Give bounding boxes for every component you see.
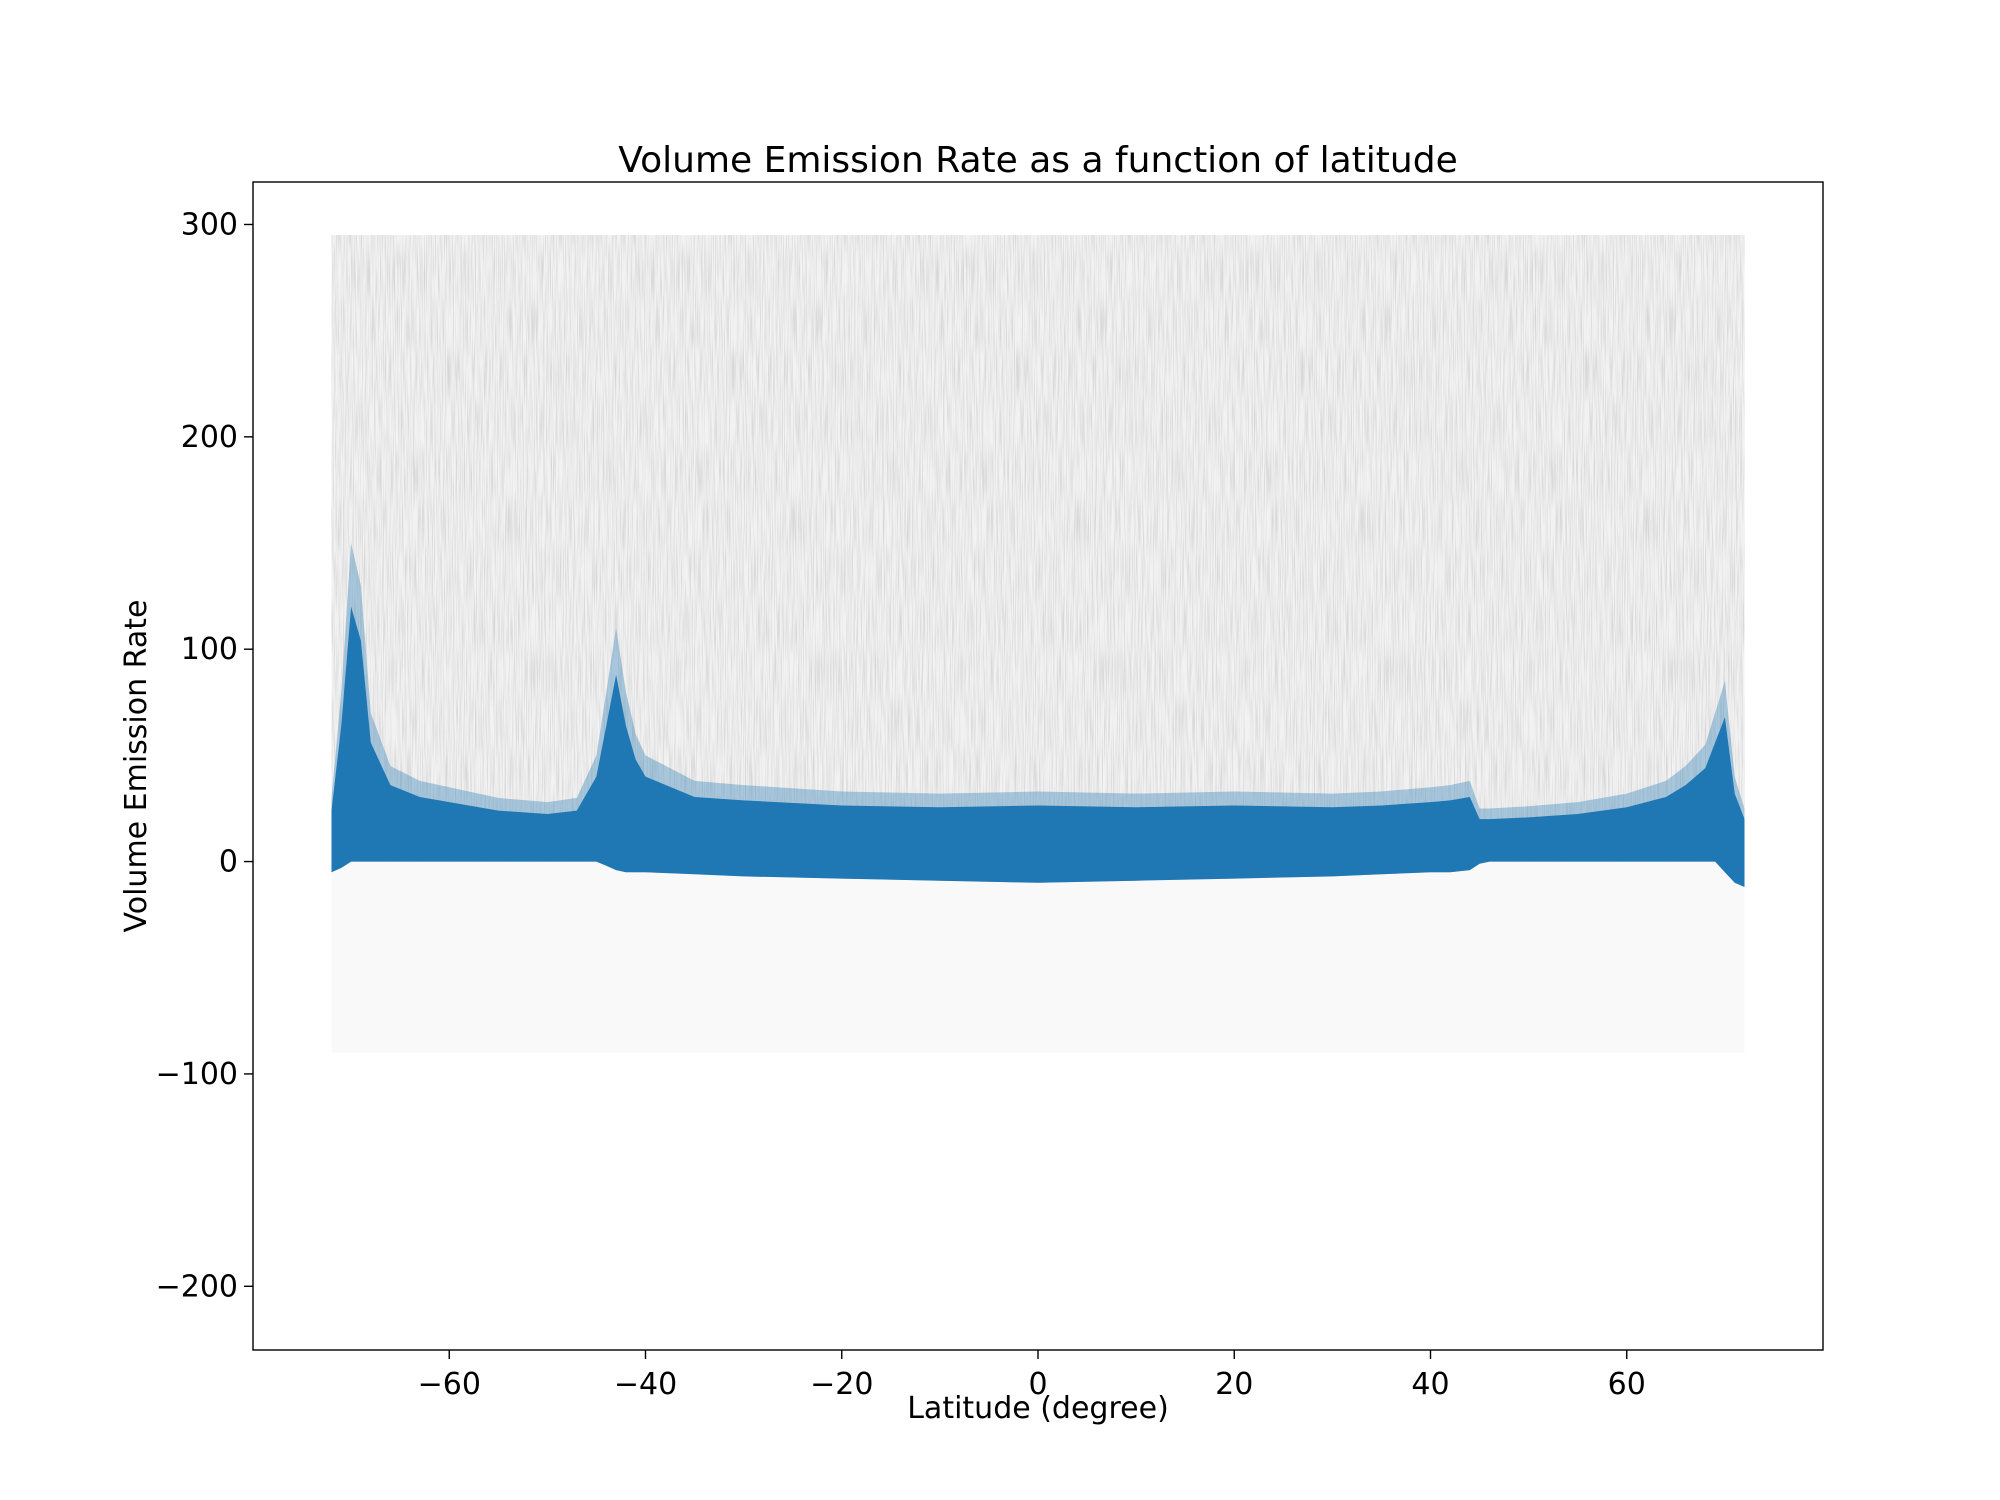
- x-tick-label: −20: [810, 1367, 873, 1402]
- y-axis-label: Volume Emission Rate: [119, 600, 154, 933]
- y-axis: −200 −100 0 100 200 300: [156, 207, 253, 1304]
- x-tick-label: −60: [418, 1367, 481, 1402]
- x-axis-label: Latitude (degree): [907, 1391, 1169, 1426]
- y-tick-label: 300: [181, 207, 238, 242]
- x-axis: −60 −40 −20 0 20 40 60: [418, 1350, 1646, 1402]
- y-tick-label: −200: [156, 1269, 238, 1304]
- y-tick-label: 0: [219, 845, 238, 880]
- x-tick-label: 0: [1028, 1367, 1047, 1402]
- chart-title: Volume Emission Rate as a function of la…: [618, 140, 1457, 181]
- x-tick-label: 60: [1608, 1367, 1646, 1402]
- y-tick-label: 200: [181, 420, 238, 455]
- sparse-scatter-lower: [331, 861, 1745, 1053]
- x-tick-label: 20: [1215, 1367, 1253, 1402]
- y-tick-label: 100: [181, 632, 238, 667]
- dense-core: [331, 606, 1745, 887]
- y-tick-label: −100: [156, 1057, 238, 1092]
- x-tick-label: 40: [1411, 1367, 1449, 1402]
- sparse-scatter-texture: [331, 235, 1745, 862]
- x-tick-label: −40: [614, 1367, 677, 1402]
- plot-area: [331, 235, 1745, 1053]
